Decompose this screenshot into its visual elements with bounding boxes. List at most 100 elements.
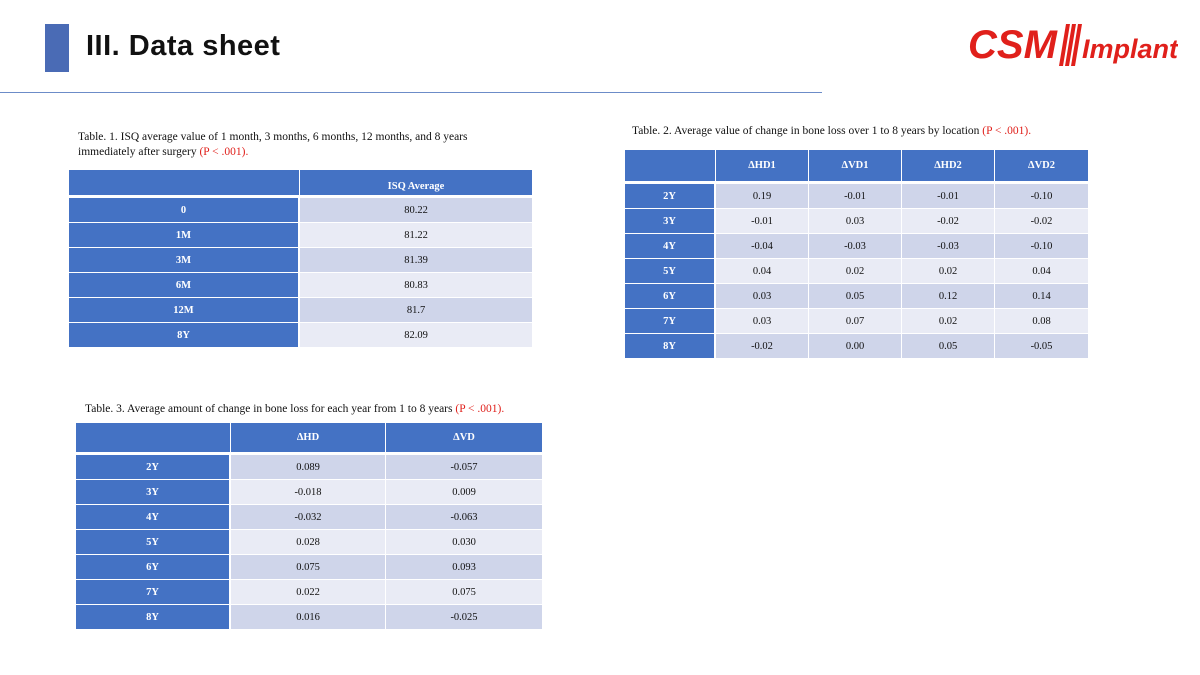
row-label: 3M bbox=[69, 248, 300, 273]
table2-header-hd2: ΔHD2 bbox=[902, 150, 995, 184]
cell-value: -0.025 bbox=[386, 605, 542, 630]
table-row: 8Y 82.09 bbox=[69, 323, 532, 348]
cell-value: 80.83 bbox=[300, 273, 532, 298]
cell-value: -0.04 bbox=[716, 234, 809, 259]
cell-value: -0.05 bbox=[995, 334, 1088, 359]
title-accent-bar bbox=[45, 24, 69, 72]
cell-value: 81.39 bbox=[300, 248, 532, 273]
cell-value: -0.03 bbox=[902, 234, 995, 259]
table2-header-row: ΔHD1 ΔVD1 ΔHD2 ΔVD2 bbox=[625, 150, 1088, 184]
row-label: 6Y bbox=[625, 284, 716, 309]
row-label: 8Y bbox=[625, 334, 716, 359]
table1-caption: Table. 1. ISQ average value of 1 month, … bbox=[78, 130, 538, 160]
table3-header-row: ΔHD ΔVD bbox=[76, 423, 542, 455]
logo-slash-3 bbox=[1071, 24, 1082, 66]
table-row: 2Y 0.089 -0.057 bbox=[76, 455, 542, 480]
table3-header-vd: ΔVD bbox=[386, 423, 542, 455]
cell-value: 0.075 bbox=[386, 580, 542, 605]
cell-value: 0.016 bbox=[231, 605, 386, 630]
table3-caption-text: Table. 3. Average amount of change in bo… bbox=[85, 403, 456, 415]
logo-slash-2 bbox=[1065, 24, 1076, 66]
cell-value: 0.02 bbox=[902, 309, 995, 334]
cell-value: 0.03 bbox=[809, 209, 902, 234]
table-row: 4Y -0.032 -0.063 bbox=[76, 505, 542, 530]
row-label: 0 bbox=[69, 198, 300, 223]
row-label: 3Y bbox=[76, 480, 231, 505]
table2-caption-text: Table. 2. Average value of change in bon… bbox=[632, 125, 983, 137]
title-divider bbox=[0, 92, 822, 93]
cell-value: 0.12 bbox=[902, 284, 995, 309]
table2-header-vd1: ΔVD1 bbox=[809, 150, 902, 184]
table1-header-isq: ISQ Average bbox=[300, 170, 532, 198]
cell-value: 0.093 bbox=[386, 555, 542, 580]
table1-header-row: ISQ Average bbox=[69, 170, 532, 198]
table-row: 3M 81.39 bbox=[69, 248, 532, 273]
table-row: 7Y 0.03 0.07 0.02 0.08 bbox=[625, 309, 1088, 334]
table3-caption: Table. 3. Average amount of change in bo… bbox=[85, 402, 585, 417]
cell-value: 0.02 bbox=[902, 259, 995, 284]
table2-caption: Table. 2. Average value of change in bon… bbox=[632, 124, 1152, 139]
cell-value: 0.030 bbox=[386, 530, 542, 555]
cell-value: 80.22 bbox=[300, 198, 532, 223]
cell-value: -0.03 bbox=[809, 234, 902, 259]
cell-value: 0.05 bbox=[809, 284, 902, 309]
row-label: 4Y bbox=[625, 234, 716, 259]
table3-header-blank bbox=[76, 423, 231, 455]
table-row: 5Y 0.028 0.030 bbox=[76, 530, 542, 555]
row-label: 6Y bbox=[76, 555, 231, 580]
cell-value: 0.03 bbox=[716, 284, 809, 309]
row-label: 5Y bbox=[625, 259, 716, 284]
table-row: 0 80.22 bbox=[69, 198, 532, 223]
row-label: 12M bbox=[69, 298, 300, 323]
table2-header-blank bbox=[625, 150, 716, 184]
table-row: 8Y -0.02 0.00 0.05 -0.05 bbox=[625, 334, 1088, 359]
row-label: 3Y bbox=[625, 209, 716, 234]
table-row: 7Y 0.022 0.075 bbox=[76, 580, 542, 605]
cell-value: 0.022 bbox=[231, 580, 386, 605]
table-row: 1M 81.22 bbox=[69, 223, 532, 248]
logo-product-text: Implant bbox=[1082, 34, 1178, 64]
row-label: 2Y bbox=[625, 184, 716, 209]
table-row: 6M 80.83 bbox=[69, 273, 532, 298]
row-label: 4Y bbox=[76, 505, 231, 530]
table-row: 6Y 0.03 0.05 0.12 0.14 bbox=[625, 284, 1088, 309]
table1-isq-average: ISQ Average 0 80.22 1M 81.22 3M 81.39 6M… bbox=[69, 170, 532, 348]
row-label: 7Y bbox=[625, 309, 716, 334]
cell-value: 0.04 bbox=[716, 259, 809, 284]
csm-implant-logo: CSM Implant bbox=[968, 23, 1178, 67]
row-label: 8Y bbox=[76, 605, 231, 630]
cell-value: -0.057 bbox=[386, 455, 542, 480]
cell-value: -0.02 bbox=[995, 209, 1088, 234]
cell-value: 0.02 bbox=[809, 259, 902, 284]
cell-value: 0.08 bbox=[995, 309, 1088, 334]
cell-value: 81.22 bbox=[300, 223, 532, 248]
cell-value: -0.10 bbox=[995, 234, 1088, 259]
cell-value: 82.09 bbox=[300, 323, 532, 348]
table-row: 5Y 0.04 0.02 0.02 0.04 bbox=[625, 259, 1088, 284]
logo-slash-1 bbox=[1059, 24, 1070, 66]
cell-value: 0.075 bbox=[231, 555, 386, 580]
cell-value: 0.00 bbox=[809, 334, 902, 359]
cell-value: -0.02 bbox=[902, 209, 995, 234]
cell-value: -0.02 bbox=[716, 334, 809, 359]
page-title: III. Data sheet bbox=[86, 30, 281, 62]
cell-value: 0.05 bbox=[902, 334, 995, 359]
table2-bone-loss-by-location: ΔHD1 ΔVD1 ΔHD2 ΔVD2 2Y 0.19 -0.01 -0.01 … bbox=[625, 150, 1088, 359]
cell-value: 0.03 bbox=[716, 309, 809, 334]
table1-caption-line1: Table. 1. ISQ average value of 1 month, … bbox=[78, 131, 468, 143]
cell-value: -0.10 bbox=[995, 184, 1088, 209]
cell-value: 0.14 bbox=[995, 284, 1088, 309]
table1-header-blank bbox=[69, 170, 300, 198]
table-row: 8Y 0.016 -0.025 bbox=[76, 605, 542, 630]
table2-header-vd2: ΔVD2 bbox=[995, 150, 1088, 184]
cell-value: 0.028 bbox=[231, 530, 386, 555]
logo-brand-text: CSM bbox=[968, 23, 1059, 67]
table1-caption-p: (P < .001). bbox=[199, 146, 249, 158]
cell-value: -0.01 bbox=[902, 184, 995, 209]
table-row: 4Y -0.04 -0.03 -0.03 -0.10 bbox=[625, 234, 1088, 259]
table-row: 3Y -0.018 0.009 bbox=[76, 480, 542, 505]
cell-value: -0.01 bbox=[809, 184, 902, 209]
cell-value: 81.7 bbox=[300, 298, 532, 323]
cell-value: 0.04 bbox=[995, 259, 1088, 284]
cell-value: -0.018 bbox=[231, 480, 386, 505]
